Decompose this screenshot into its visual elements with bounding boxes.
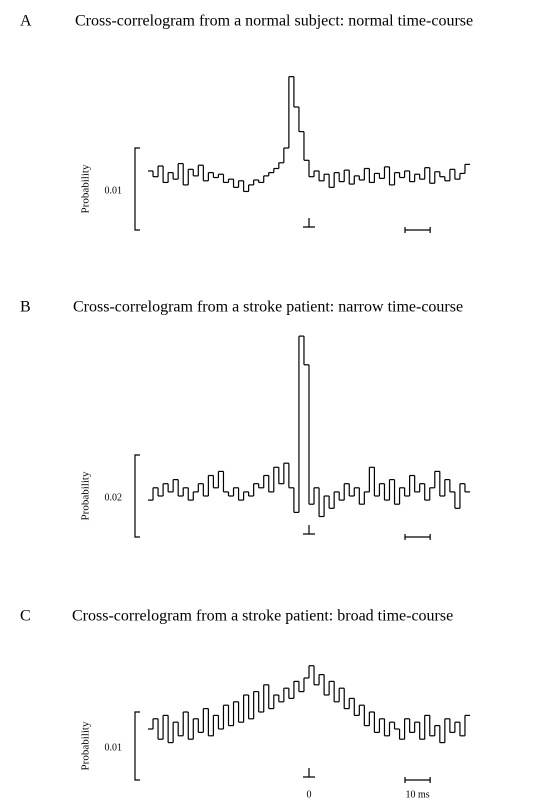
panel-label: C xyxy=(20,608,31,625)
y-scale-bar xyxy=(134,147,140,231)
step-riser xyxy=(152,336,466,517)
zero-marker xyxy=(303,768,315,778)
y-axis-label: Probability xyxy=(80,721,92,770)
y-scale-label: 0.02 xyxy=(105,492,123,503)
y-scale-label: 0.01 xyxy=(105,185,123,196)
zero-marker xyxy=(303,525,315,535)
y-axis-label: Probability xyxy=(80,471,92,520)
zero-marker xyxy=(303,218,315,228)
y-scale-label: 0.01 xyxy=(105,742,123,753)
chart-title: Cross-correlogram from a stroke patient:… xyxy=(72,608,453,625)
chart-title: Cross-correlogram from a normal subject:… xyxy=(75,13,473,30)
panel-label: A xyxy=(20,13,32,30)
panel-label: B xyxy=(20,299,31,316)
x-scale-bar xyxy=(404,534,431,540)
step-riser xyxy=(152,665,466,743)
y-axis-label: Probability xyxy=(80,164,92,213)
y-scale-bar xyxy=(134,711,140,781)
y-scale-bar xyxy=(134,454,140,538)
x-scale-bar xyxy=(404,777,431,783)
x-scale-label: 10 ms xyxy=(405,789,429,800)
zero-label: 0 xyxy=(307,789,312,800)
x-scale-bar xyxy=(404,227,431,233)
chart-title: Cross-correlogram from a stroke patient:… xyxy=(73,299,463,316)
step-riser xyxy=(152,76,466,192)
